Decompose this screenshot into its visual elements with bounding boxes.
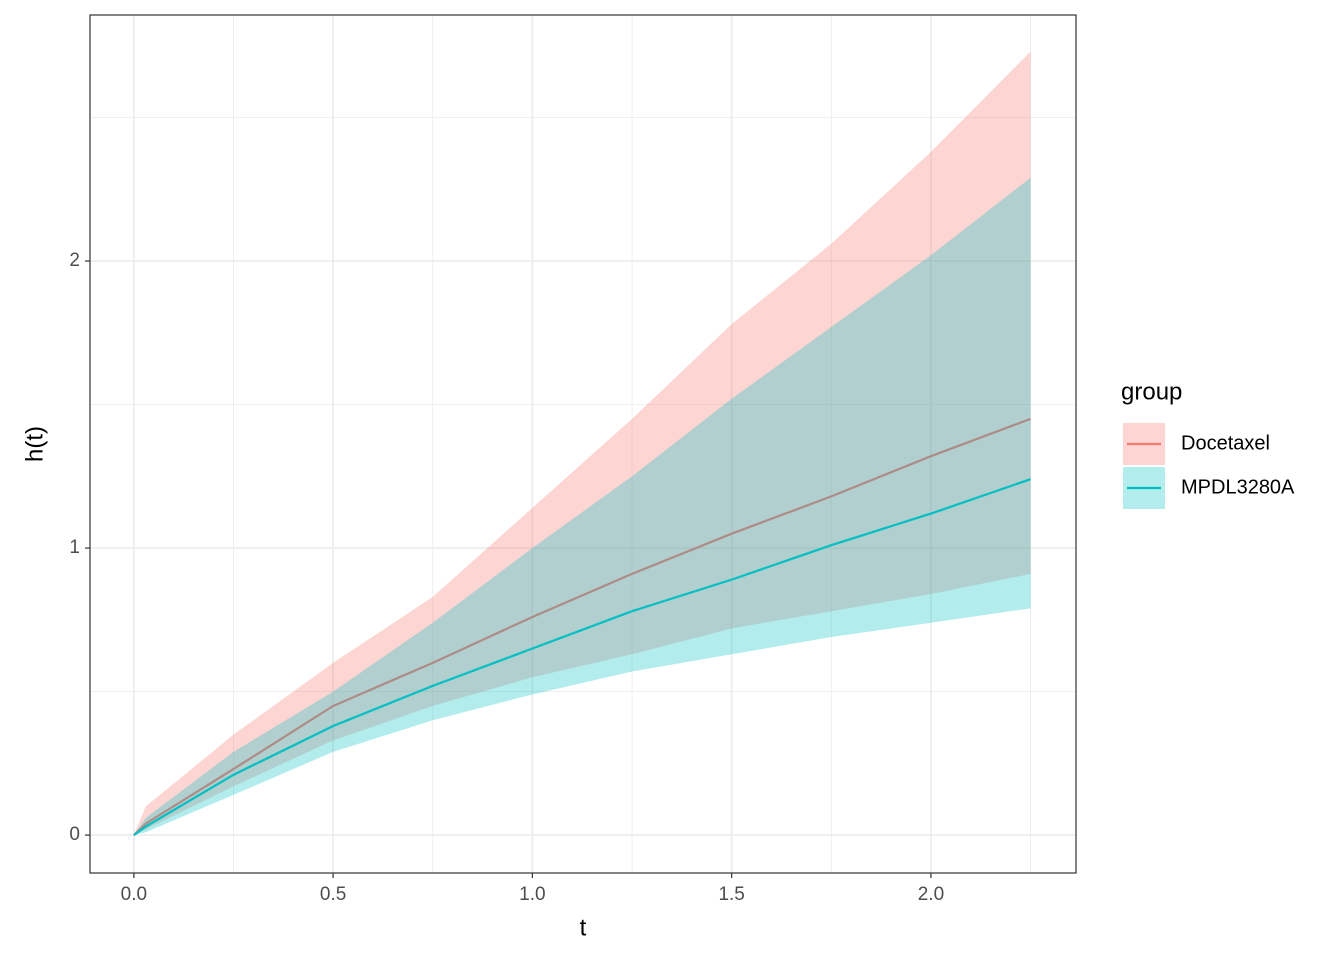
x-tick-label: 1.0 <box>519 884 545 905</box>
x-axis-title: t <box>580 914 587 941</box>
confidence-ribbon <box>133 177 1031 836</box>
x-tick-label: 0.0 <box>121 884 147 905</box>
y-axis-title: h(t) <box>21 426 48 462</box>
y-tick-label: 0 <box>69 824 80 845</box>
confidence-ribbon <box>133 51 1031 836</box>
axes: 0.0 0.5 1.0 1.5 2.0 0 1 2 <box>69 250 944 905</box>
grid <box>90 15 1076 873</box>
series-line <box>133 478 1031 837</box>
y-tick-label: 1 <box>69 537 80 558</box>
x-tick-label: 1.5 <box>718 884 744 905</box>
series-line <box>133 417 1031 836</box>
panel-border <box>89 14 1077 874</box>
legend-label: MPDL3280A <box>1181 476 1295 498</box>
plot-area <box>133 51 1031 837</box>
x-tick-label: 2.0 <box>918 884 944 905</box>
legend: Docetaxel MPDL3280A <box>1123 423 1295 509</box>
legend-title: group <box>1121 378 1182 405</box>
x-tick-label: 0.5 <box>320 884 346 905</box>
legend-label: Docetaxel <box>1181 432 1270 454</box>
y-tick-label: 2 <box>69 250 80 271</box>
